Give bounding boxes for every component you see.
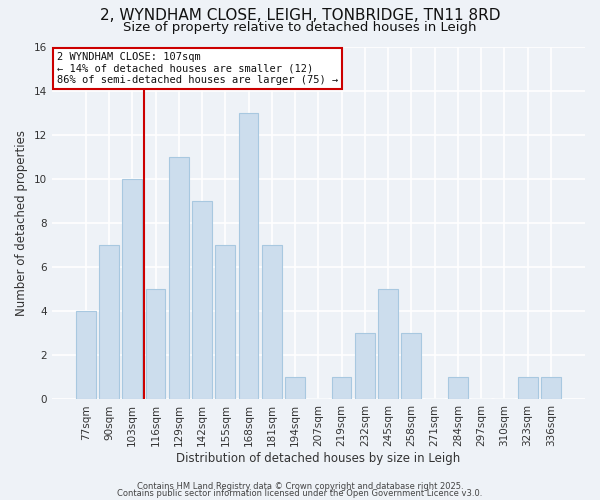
X-axis label: Distribution of detached houses by size in Leigh: Distribution of detached houses by size … — [176, 452, 460, 465]
Bar — [401, 334, 421, 400]
Text: Size of property relative to detached houses in Leigh: Size of property relative to detached ho… — [123, 21, 477, 34]
Bar — [541, 378, 561, 400]
Bar — [332, 378, 352, 400]
Bar — [262, 245, 282, 400]
Bar — [239, 112, 259, 400]
Bar — [192, 201, 212, 400]
Y-axis label: Number of detached properties: Number of detached properties — [15, 130, 28, 316]
Text: 2, WYNDHAM CLOSE, LEIGH, TONBRIDGE, TN11 8RD: 2, WYNDHAM CLOSE, LEIGH, TONBRIDGE, TN11… — [100, 8, 500, 22]
Bar — [518, 378, 538, 400]
Bar — [76, 311, 95, 400]
Bar — [146, 289, 166, 400]
Bar — [169, 157, 188, 400]
Text: Contains HM Land Registry data © Crown copyright and database right 2025.: Contains HM Land Registry data © Crown c… — [137, 482, 463, 491]
Bar — [285, 378, 305, 400]
Text: Contains public sector information licensed under the Open Government Licence v3: Contains public sector information licen… — [118, 489, 482, 498]
Bar — [378, 289, 398, 400]
Bar — [122, 179, 142, 400]
Bar — [448, 378, 468, 400]
Bar — [99, 245, 119, 400]
Text: 2 WYNDHAM CLOSE: 107sqm
← 14% of detached houses are smaller (12)
86% of semi-de: 2 WYNDHAM CLOSE: 107sqm ← 14% of detache… — [57, 52, 338, 85]
Bar — [215, 245, 235, 400]
Bar — [355, 334, 375, 400]
